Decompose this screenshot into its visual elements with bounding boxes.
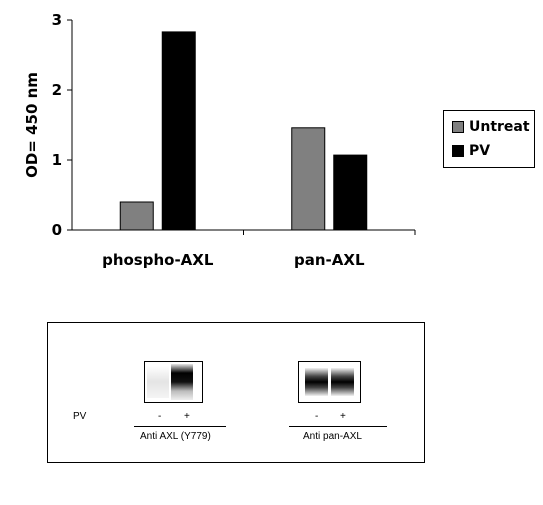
y-tick-label: 3 <box>52 11 62 29</box>
blot-right-minus: - <box>315 411 319 422</box>
blot-left-underline <box>134 426 226 427</box>
blot-right-underline <box>289 426 387 427</box>
y-tick-label: 0 <box>52 221 62 239</box>
western-blot-panel: PV - + Anti AXL (Y779) - + Anti pan-AXL <box>47 322 425 463</box>
blot-pv-label: PV <box>73 411 87 422</box>
legend-swatch-untreat <box>452 121 464 133</box>
blot-left-minus: - <box>158 411 162 422</box>
legend-item-pv: PV <box>452 141 490 161</box>
bar-chart: 0 1 2 3 phospho-AXL pan-AXL OD= 450 nm <box>23 11 416 269</box>
y-tick-label: 1 <box>52 151 62 169</box>
bar-untreat-0 <box>119 201 154 231</box>
blot-bands-pan-axl <box>305 368 354 396</box>
legend-label-untreat: Untreat <box>469 119 530 135</box>
blot-left-plus: + <box>184 411 190 422</box>
bar-untreat-1 <box>291 127 326 231</box>
chart-legend: Untreat PV <box>443 110 535 168</box>
blot-bands-phospho-axl <box>147 364 193 400</box>
blot-right-caption: Anti pan-AXL <box>303 431 362 442</box>
chart-categories: phospho-AXL pan-AXL <box>102 251 365 269</box>
x-category-label: phospho-AXL <box>102 251 214 269</box>
y-axis-label: OD= 450 nm <box>23 72 41 178</box>
bar-pv-0 <box>161 31 196 231</box>
blot-right-plus: + <box>340 411 346 422</box>
blot-image-pan-axl <box>298 361 361 403</box>
blot-image-phospho-axl <box>144 361 203 403</box>
chart-bars <box>119 31 368 231</box>
bar-pv-1 <box>333 154 368 231</box>
chart-ticks: 0 1 2 3 <box>52 11 416 239</box>
y-tick-label: 2 <box>52 81 62 99</box>
legend-item-untreat: Untreat <box>452 117 530 137</box>
x-category-label: pan-AXL <box>294 251 365 269</box>
legend-label-pv: PV <box>469 143 491 159</box>
blot-left-caption: Anti AXL (Y779) <box>140 431 211 442</box>
legend-swatch-pv <box>452 145 464 157</box>
